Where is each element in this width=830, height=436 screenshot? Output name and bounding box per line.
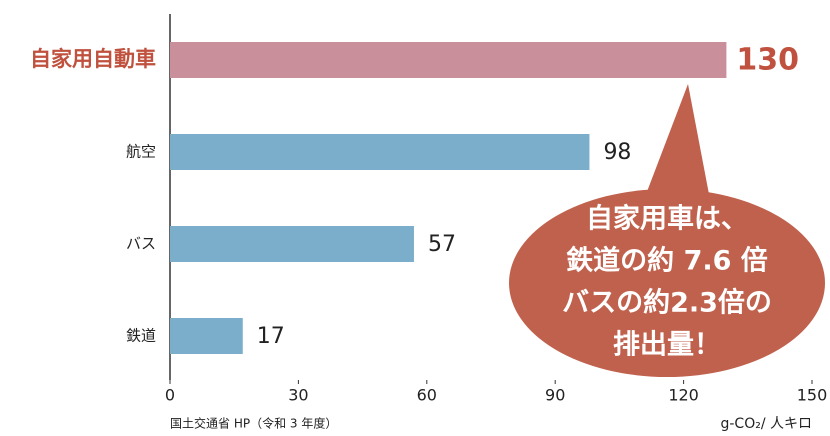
value-label: 98 <box>603 140 631 165</box>
x-axis-label: g-CO₂/ 人キロ <box>720 416 812 432</box>
callout-text: 鉄道の約 7.6 倍 <box>566 245 768 277</box>
x-tick-label: 60 <box>417 386 437 405</box>
x-tick-label: 30 <box>288 386 308 405</box>
bar <box>170 318 243 354</box>
category-label: バス <box>126 235 156 253</box>
value-label: 17 <box>257 324 285 349</box>
category-label: 自家用自動車 <box>30 47 156 71</box>
callout-pointer <box>640 84 712 210</box>
category-label: 航空 <box>126 143 156 161</box>
callout-bubble <box>509 189 825 377</box>
bar <box>170 226 414 262</box>
callout <box>509 84 825 377</box>
x-tick-label: 120 <box>668 386 699 405</box>
x-tick-label: 90 <box>545 386 565 405</box>
bar <box>170 42 727 78</box>
x-tick-label: 0 <box>165 386 175 405</box>
category-label: 鉄道 <box>126 327 156 345</box>
callout-text: 排出量！ <box>613 330 721 361</box>
value-label: 130 <box>736 43 799 78</box>
callout-text: バスの約2.3倍の <box>562 287 772 319</box>
x-tick-label: 150 <box>797 386 828 405</box>
value-label: 57 <box>428 232 456 257</box>
callout-text: 自家用車は、 <box>586 203 748 235</box>
bar <box>170 134 590 170</box>
source: 国土交通省 HP（令和 3 年度） <box>170 416 337 431</box>
